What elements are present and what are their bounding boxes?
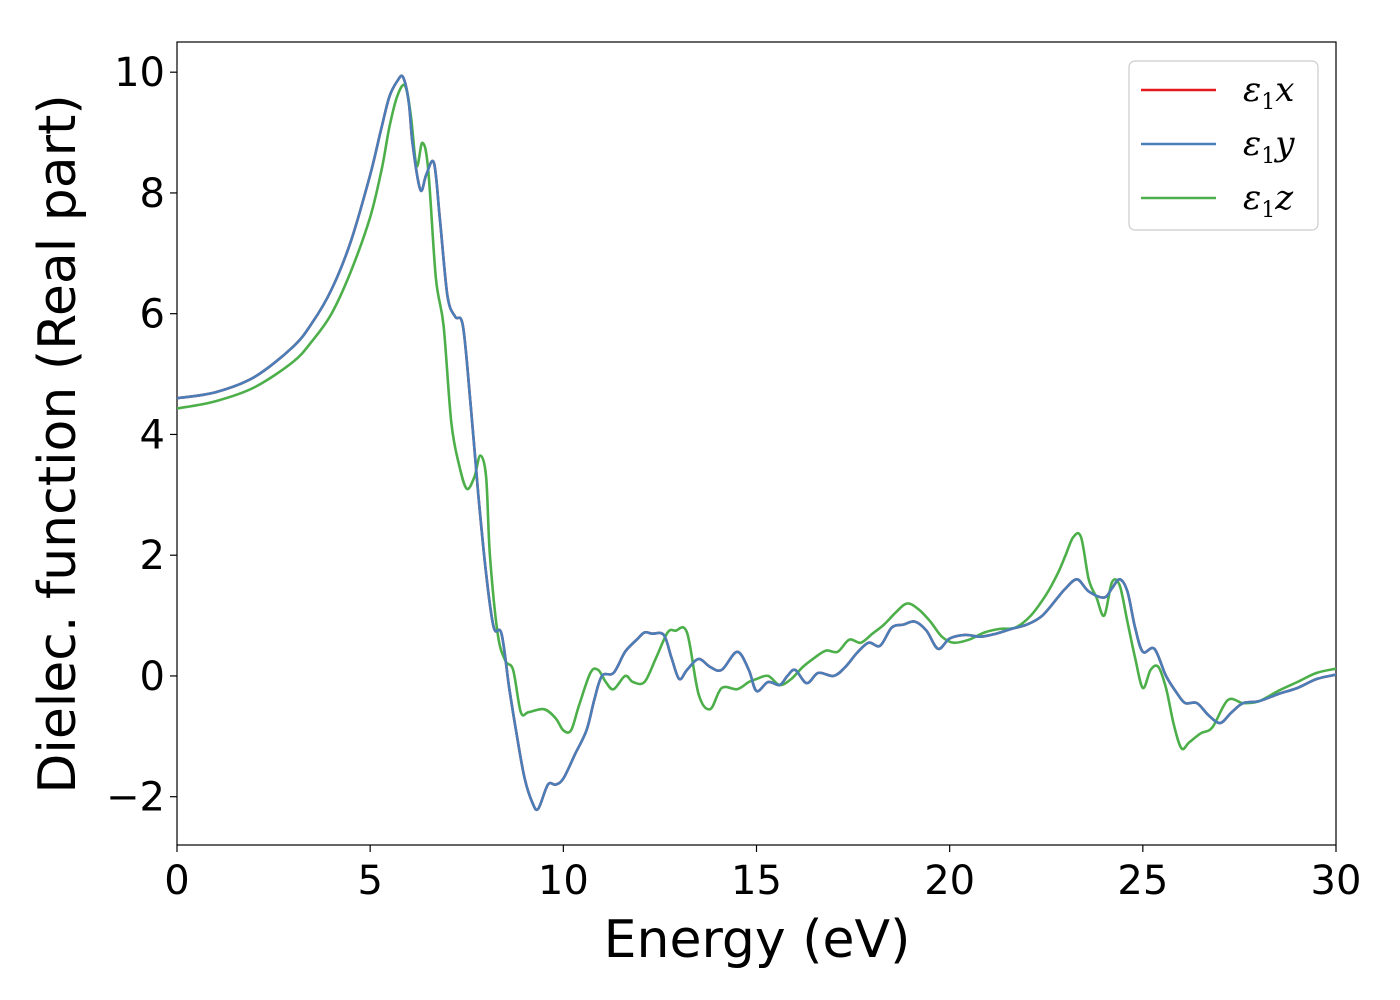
y-tick-label: −2 (106, 775, 165, 821)
y-tick-label: 10 (114, 50, 165, 96)
y-tick-label: 0 (140, 654, 165, 700)
legend-box (1128, 60, 1319, 231)
x-tick-label: 0 (164, 858, 189, 904)
x-axis-label: Energy (eV) (604, 910, 911, 970)
y-tick-label: 4 (140, 412, 165, 458)
x-tick-label: 15 (731, 858, 782, 904)
y-tick-label: 6 (140, 292, 165, 338)
x-tick-label: 25 (1117, 858, 1168, 904)
y-tick-label: 2 (140, 533, 165, 579)
series-line-1 (177, 74, 1336, 812)
y-tick-label: 8 (140, 171, 165, 217)
x-tick-label: 5 (357, 858, 382, 904)
series-line-2 (177, 83, 1336, 751)
legend-label: ε1z (1243, 178, 1294, 223)
x-tick-label: 30 (1311, 858, 1362, 904)
legend-label: ε1x (1243, 70, 1294, 115)
x-tick-label: 20 (924, 858, 975, 904)
legend: ε1x ε1y ε1z (1128, 60, 1319, 231)
series-lines (177, 74, 1336, 812)
y-axis-label: Dielec. function (Real part) (28, 94, 88, 793)
ticks: 0 5 10 15 20 25 30 −2 0 2 4 6 8 10 (106, 50, 1361, 904)
legend-label: ε1y (1243, 124, 1295, 169)
x-tick-label: 10 (538, 858, 589, 904)
